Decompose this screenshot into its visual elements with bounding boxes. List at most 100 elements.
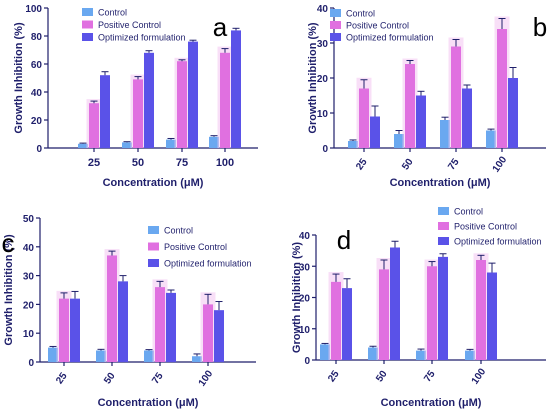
bar-optimized-formulation-75 <box>188 42 198 148</box>
bar-positive-control-50 <box>379 269 389 360</box>
y-tick-label: 0 <box>304 356 310 367</box>
y-tick-label: 100 <box>25 4 42 15</box>
y-tick-label: 50 <box>23 214 35 225</box>
x-axis-title: Concentration (μM) <box>103 177 204 189</box>
x-axis-title: Concentration (μM) <box>381 397 482 409</box>
panel-letter: b <box>533 12 547 42</box>
y-axis-title: Growth Inhibition (%) <box>307 22 319 134</box>
bar-optimized-formulation-100 <box>231 30 241 148</box>
x-tick-label: 50 <box>132 157 144 169</box>
bar-optimized-formulation-50 <box>390 248 400 361</box>
bar-positive-control-25 <box>331 282 341 360</box>
bar-optimized-formulation-25 <box>70 299 80 362</box>
x-tick-label: 100 <box>470 366 489 386</box>
legend-swatch <box>82 33 93 41</box>
legend-label: Optimized formulation <box>98 33 186 43</box>
x-tick-label: 100 <box>197 368 216 388</box>
chart-panel-c: 0 10 20 30 40 50 25 50 75 100 Concentration (μM) Gr… <box>2 214 257 409</box>
bar-positive-control-75 <box>427 266 437 360</box>
y-tick-label: 20 <box>23 300 35 311</box>
legend-swatch <box>438 237 449 245</box>
x-axis-title: Concentration (μM) <box>98 397 199 409</box>
legend-label: Control <box>346 9 375 19</box>
x-tick-label: 75 <box>446 156 462 172</box>
y-tick-label: 40 <box>299 231 311 242</box>
legend-label: Positive Control <box>164 242 227 252</box>
x-tick-label: 50 <box>400 156 416 172</box>
bar-optimized-formulation-25 <box>342 288 352 360</box>
y-axis-title: Growth Inhibition (%) <box>291 242 303 354</box>
panel-letter: d <box>337 225 351 255</box>
x-tick-label: 75 <box>422 368 438 384</box>
x-tick-label: 100 <box>216 157 234 169</box>
panel-letter: a <box>213 12 228 42</box>
bar-positive-control-75 <box>155 287 165 362</box>
legend-swatch <box>330 9 341 17</box>
y-tick-label: 80 <box>31 32 43 43</box>
legend-label: Positive Control <box>454 222 517 232</box>
legend-label: Control <box>454 207 483 217</box>
y-tick-label: 10 <box>23 329 35 340</box>
x-tick-label: 25 <box>326 368 342 384</box>
legend-swatch <box>82 21 93 29</box>
bar-optimized-formulation-50 <box>118 281 128 362</box>
legend-label: Control <box>164 226 193 236</box>
legend-label: Control <box>98 8 127 18</box>
x-tick-label: 75 <box>150 370 166 386</box>
y-tick-label: 40 <box>31 88 43 99</box>
bar-optimized-formulation-75 <box>166 293 176 362</box>
y-axis-title: Growth Inhibition (%) <box>13 22 25 134</box>
bar-positive-control-75 <box>177 61 187 148</box>
bar-optimized-formulation-100 <box>487 273 497 361</box>
bar-positive-control-50 <box>107 255 117 362</box>
bar-optimized-formulation-100 <box>508 78 518 148</box>
x-axis-title: Concentration (μM) <box>390 177 491 189</box>
chart-panel-a: 0 20 40 60 80 100 25 50 75 100 Concentration (μM) G… <box>13 4 258 189</box>
bar-positive-control-50 <box>133 79 143 148</box>
y-tick-label: 60 <box>31 60 43 71</box>
y-tick-label: 0 <box>322 144 328 155</box>
y-tick-label: 40 <box>317 4 329 15</box>
x-tick-label: 50 <box>102 370 118 386</box>
legend-swatch <box>438 207 449 215</box>
bar-positive-control-100 <box>497 29 507 148</box>
legend-label: Optimized formulation <box>346 33 434 43</box>
legend-swatch <box>330 33 341 41</box>
bar-optimized-formulation-50 <box>144 53 154 148</box>
x-tick-label: 25 <box>54 370 70 386</box>
x-tick-label: 50 <box>374 368 390 384</box>
legend-swatch <box>148 226 159 234</box>
y-tick-label: 40 <box>23 243 35 254</box>
bar-positive-control-25 <box>89 103 99 148</box>
legend-swatch <box>438 222 449 230</box>
y-tick-label: 0 <box>28 358 34 369</box>
bar-positive-control-100 <box>203 304 213 362</box>
legend-swatch <box>82 8 93 16</box>
y-tick-label: 30 <box>23 272 35 283</box>
x-tick-label: 75 <box>176 157 188 169</box>
legend-label: Optimized formulation <box>164 259 252 269</box>
chart-panel-d: 0 10 20 30 40 25 50 75 100 Concentration (μM) Grow… <box>291 207 546 410</box>
x-tick-label: 25 <box>88 157 100 169</box>
legend-swatch <box>148 259 159 267</box>
bar-optimized-formulation-25 <box>100 75 110 148</box>
x-tick-label: 25 <box>354 156 370 172</box>
legend-swatch <box>330 21 341 29</box>
bar-positive-control-50 <box>405 64 415 148</box>
legend-label: Optimized formulation <box>454 237 542 247</box>
bar-positive-control-25 <box>359 89 369 149</box>
panel-letter: c <box>2 228 15 258</box>
y-tick-label: 0 <box>36 144 42 155</box>
legend-swatch <box>148 243 159 251</box>
bar-optimized-formulation-75 <box>462 89 472 149</box>
bar-optimized-formulation-25 <box>370 117 380 149</box>
legend-label: Positive Control <box>98 20 161 30</box>
bar-positive-control-100 <box>476 260 486 360</box>
bar-positive-control-75 <box>451 47 461 149</box>
bar-positive-control-100 <box>220 53 230 148</box>
x-tick-label: 100 <box>491 154 510 174</box>
chart-panel-b: 01020304025 50 75 100Concentration (μM)Grow… <box>307 4 547 189</box>
bar-positive-control-25 <box>59 299 69 362</box>
bar-optimized-formulation-50 <box>416 96 426 149</box>
